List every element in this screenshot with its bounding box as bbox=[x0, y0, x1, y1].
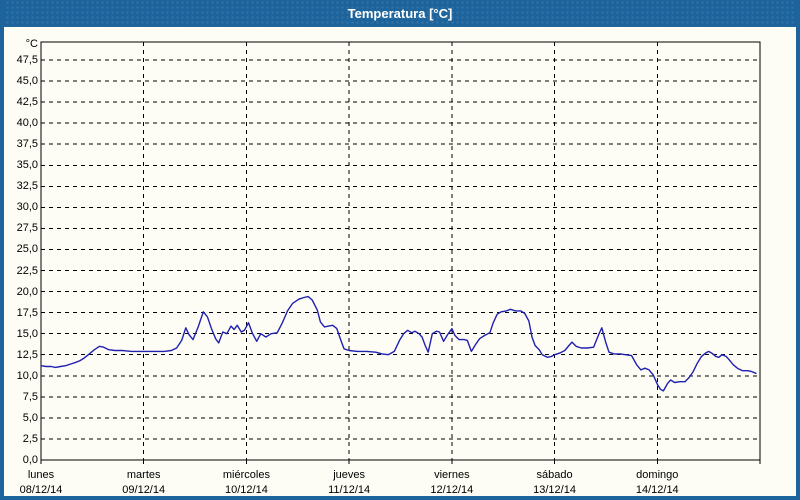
window-title-bar[interactable]: Temperatura [°C] bbox=[4, 0, 796, 27]
window-title: Temperatura [°C] bbox=[347, 6, 453, 21]
temperature-line bbox=[40, 295, 757, 392]
plot-border bbox=[40, 41, 761, 461]
